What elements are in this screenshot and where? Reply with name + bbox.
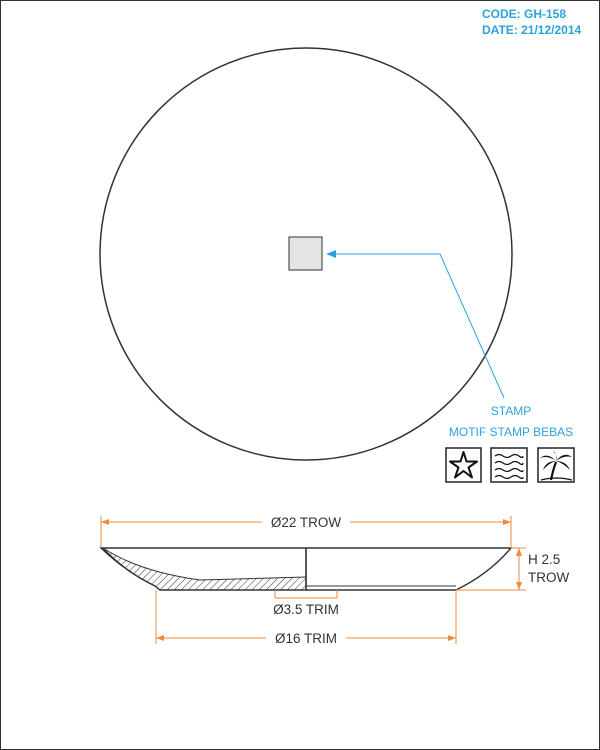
height-label-line2: TROW (528, 570, 569, 585)
plate-section-view (99, 547, 513, 591)
waves-icon (490, 447, 528, 483)
callout-subtitle: MOTIF STAMP BEBAS (449, 425, 573, 439)
base-diameter-label: Ø16 TRIM (275, 631, 337, 646)
outer-diameter-label: Ø22 TROW (271, 515, 342, 530)
starfish-icon (445, 447, 482, 483)
trim-small-label: Ø3.5 TRIM (273, 602, 339, 617)
drawing-date: DATE: 21/12/2014 (482, 23, 582, 37)
base-diameter-dimension (155, 590, 457, 644)
palm-tree-icon (537, 447, 575, 483)
height-label-line1: H 2.5 (528, 552, 560, 567)
outer-diameter-dimension (100, 516, 512, 548)
title-block: CODE: GH-158 DATE: 21/12/2014 (482, 6, 581, 38)
callout-title: STAMP (491, 404, 531, 418)
height-dimension (456, 547, 526, 591)
stamp-area (288, 236, 323, 271)
stamp-leader-line (333, 253, 505, 399)
leader-arrowhead (326, 250, 336, 258)
product-code: CODE: GH-158 (482, 7, 567, 21)
trim-small-dimension (274, 590, 338, 599)
plate-top-view (99, 47, 513, 461)
